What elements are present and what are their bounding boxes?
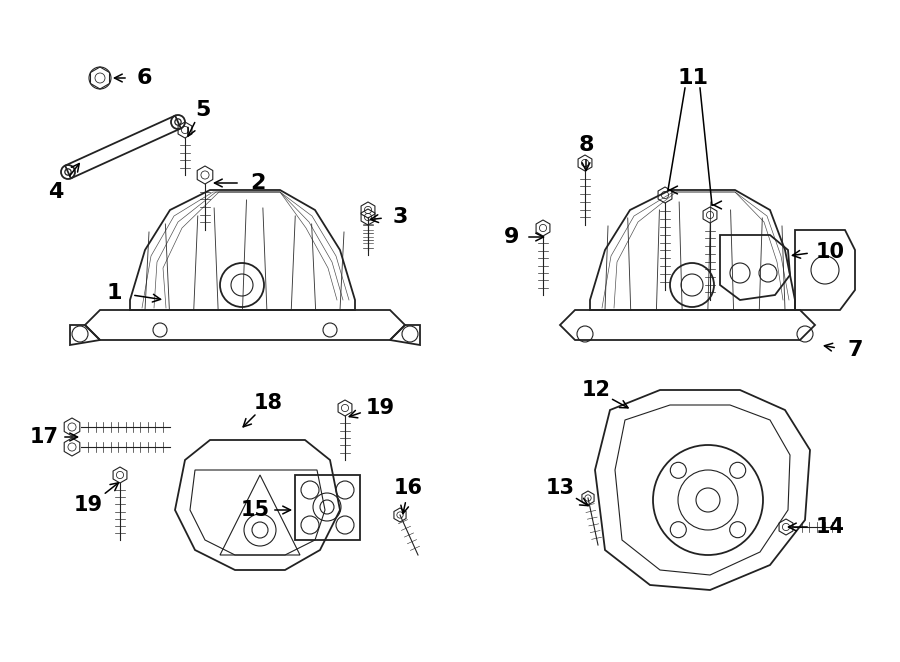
Text: 18: 18 xyxy=(254,393,283,413)
Text: 3: 3 xyxy=(392,207,408,227)
Text: 5: 5 xyxy=(195,100,211,120)
Text: 11: 11 xyxy=(678,68,708,88)
Text: 16: 16 xyxy=(393,478,422,498)
Text: 12: 12 xyxy=(581,380,610,400)
Text: 4: 4 xyxy=(49,182,64,202)
Text: 19: 19 xyxy=(74,495,103,515)
Text: 6: 6 xyxy=(136,68,152,88)
Text: 10: 10 xyxy=(815,242,844,262)
Text: 17: 17 xyxy=(30,427,58,447)
Text: 9: 9 xyxy=(504,227,519,247)
Text: 8: 8 xyxy=(578,135,594,155)
Text: 2: 2 xyxy=(250,173,266,193)
Text: 15: 15 xyxy=(240,500,270,520)
Text: 7: 7 xyxy=(847,340,863,360)
Text: 1: 1 xyxy=(106,283,122,303)
Text: 13: 13 xyxy=(545,478,574,498)
Text: 19: 19 xyxy=(365,398,394,418)
Text: 14: 14 xyxy=(815,517,844,537)
